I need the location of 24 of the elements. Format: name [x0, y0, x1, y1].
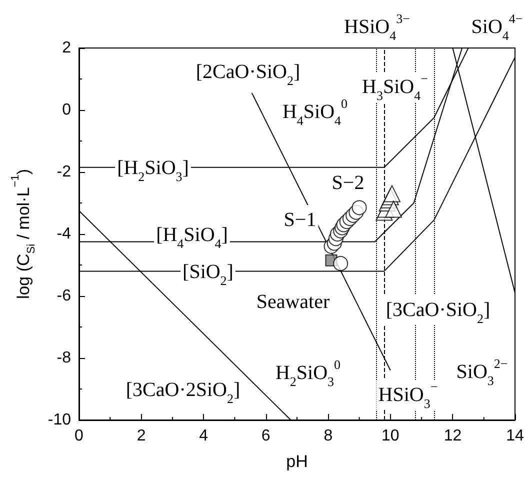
y-tick-label: -10 — [48, 412, 72, 428]
y-tick-label: 2 — [62, 40, 72, 56]
x-tick-label: 4 — [199, 428, 208, 444]
x-tick-label: 12 — [444, 428, 462, 444]
x-tick-label: 0 — [74, 428, 84, 444]
y-tick-label: -4 — [56, 226, 72, 242]
annotation: S−1 — [284, 209, 316, 231]
x-axis-title: pH — [286, 452, 308, 471]
x-tick-label: 14 — [506, 428, 524, 444]
y-tick-label: 0 — [62, 102, 72, 118]
x-tick-label: 6 — [261, 428, 270, 444]
y-axis-title: log (CSi / mol·L−1) — [9, 168, 38, 300]
x-tick-label: 10 — [382, 428, 400, 444]
x-tick-label: 8 — [324, 428, 333, 444]
y-tick-label: -8 — [56, 350, 72, 366]
annotation: S−2 — [332, 172, 364, 194]
y-tick-label: -2 — [56, 164, 72, 180]
point — [383, 185, 400, 202]
point — [333, 256, 348, 271]
y-tick-label: -6 — [56, 288, 72, 304]
annotation: Seawater — [256, 291, 330, 313]
x-tick-label: 2 — [136, 428, 146, 444]
point — [385, 200, 402, 218]
point — [352, 200, 367, 216]
